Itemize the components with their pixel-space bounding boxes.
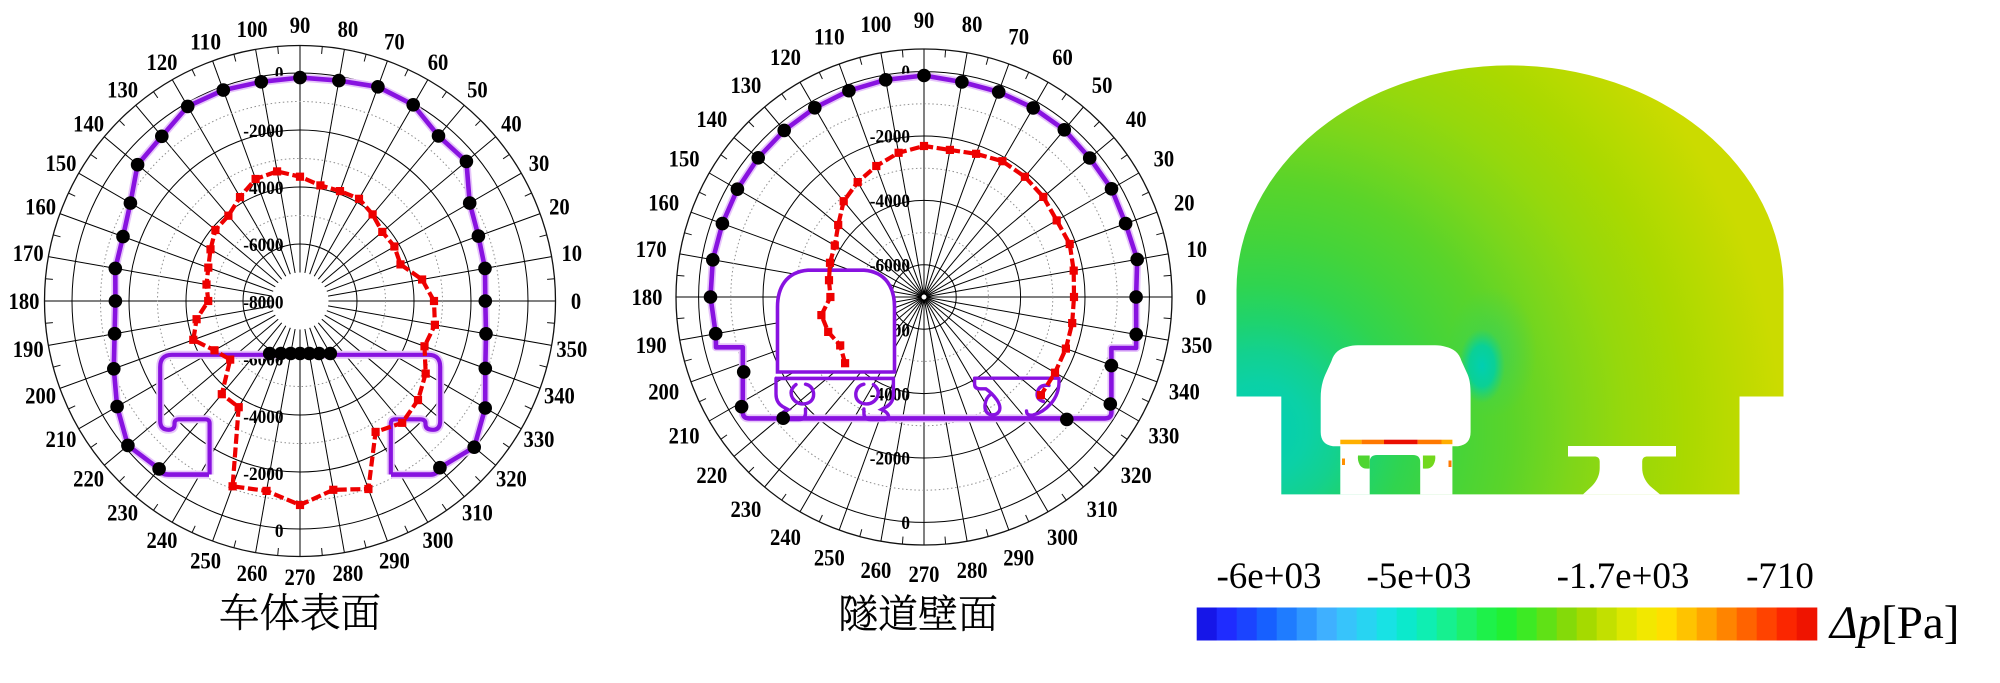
svg-text:260: 260	[860, 558, 891, 584]
svg-text:90: 90	[914, 8, 935, 34]
svg-text:240: 240	[770, 525, 801, 551]
svg-text:-2000: -2000	[243, 465, 283, 485]
svg-text:-5e+03: -5e+03	[1366, 556, 1471, 597]
svg-text:160: 160	[648, 190, 679, 216]
svg-text:340: 340	[544, 383, 575, 409]
svg-text:270: 270	[285, 565, 316, 591]
svg-text:50: 50	[1092, 73, 1113, 99]
svg-text:Δp[Pa]: Δp[Pa]	[1828, 597, 1959, 649]
svg-text:0: 0	[275, 64, 284, 84]
svg-text:200: 200	[25, 383, 56, 409]
svg-text:0: 0	[901, 514, 910, 534]
svg-text:80: 80	[962, 12, 983, 38]
svg-text:90: 90	[290, 13, 311, 39]
svg-text:-4000: -4000	[870, 192, 910, 212]
svg-text:50: 50	[467, 78, 488, 104]
svg-text:-4000: -4000	[243, 179, 283, 199]
svg-text:260: 260	[237, 561, 268, 587]
svg-text:130: 130	[730, 73, 761, 99]
svg-text:-4000: -4000	[243, 408, 283, 428]
svg-text:250: 250	[190, 548, 221, 574]
svg-text:100: 100	[860, 12, 891, 38]
svg-text:110: 110	[814, 25, 845, 51]
svg-text:60: 60	[428, 50, 449, 76]
svg-text:280: 280	[957, 558, 988, 584]
svg-text:-2000: -2000	[870, 127, 910, 147]
svg-text:170: 170	[636, 237, 667, 263]
svg-text:210: 210	[46, 427, 77, 453]
svg-text:-4000: -4000	[870, 385, 910, 405]
svg-text:200: 200	[648, 380, 679, 406]
svg-text:80: 80	[338, 17, 359, 43]
svg-text:-6000: -6000	[870, 257, 910, 277]
svg-text:280: 280	[332, 561, 363, 587]
svg-text:230: 230	[107, 500, 138, 526]
svg-text:120: 120	[147, 50, 178, 76]
svg-text:-2000: -2000	[870, 449, 910, 469]
svg-text:150: 150	[46, 151, 77, 177]
svg-text:-710: -710	[1746, 556, 1814, 597]
svg-text:30: 30	[529, 151, 550, 177]
svg-text:310: 310	[462, 500, 493, 526]
svg-text:-2000: -2000	[243, 122, 283, 142]
svg-text:-6000: -6000	[243, 236, 283, 256]
svg-text:150: 150	[669, 147, 700, 173]
svg-text:270: 270	[909, 562, 940, 588]
svg-text:180: 180	[9, 289, 40, 315]
svg-text:340: 340	[1169, 380, 1200, 406]
svg-text:350: 350	[1181, 333, 1212, 359]
svg-text:100: 100	[237, 17, 268, 43]
svg-text:210: 210	[669, 424, 700, 450]
svg-text:220: 220	[696, 463, 727, 489]
svg-text:330: 330	[524, 427, 555, 453]
svg-text:290: 290	[379, 548, 410, 574]
svg-text:0: 0	[1196, 285, 1206, 311]
svg-text:-6e+03: -6e+03	[1216, 556, 1321, 597]
svg-text:290: 290	[1003, 545, 1034, 571]
svg-text:20: 20	[549, 195, 570, 221]
svg-text:330: 330	[1148, 424, 1179, 450]
svg-text:10: 10	[562, 241, 583, 267]
svg-text:160: 160	[25, 195, 56, 221]
svg-text:350: 350	[556, 337, 587, 363]
svg-text:0: 0	[901, 63, 910, 83]
svg-text:320: 320	[1121, 463, 1152, 489]
svg-text:130: 130	[107, 78, 138, 104]
svg-text:40: 40	[1126, 107, 1147, 133]
svg-text:0: 0	[275, 522, 284, 542]
svg-text:20: 20	[1174, 190, 1195, 216]
svg-text:230: 230	[730, 497, 761, 523]
svg-text:220: 220	[73, 466, 104, 492]
svg-text:70: 70	[384, 30, 405, 56]
svg-text:240: 240	[147, 528, 178, 554]
svg-text:40: 40	[501, 112, 522, 138]
svg-text:180: 180	[632, 285, 663, 311]
svg-text:170: 170	[13, 241, 44, 267]
svg-text:190: 190	[13, 337, 44, 363]
svg-text:140: 140	[73, 112, 104, 138]
svg-text:70: 70	[1008, 25, 1029, 51]
svg-text:-8000: -8000	[243, 293, 283, 313]
svg-text:190: 190	[636, 333, 667, 359]
svg-text:0: 0	[571, 289, 581, 315]
svg-text:30: 30	[1154, 147, 1175, 173]
svg-text:320: 320	[496, 466, 527, 492]
svg-text:60: 60	[1052, 45, 1073, 71]
svg-text:140: 140	[696, 107, 727, 133]
svg-text:-1.7e+03: -1.7e+03	[1557, 556, 1690, 597]
svg-text:120: 120	[770, 45, 801, 71]
svg-text:10: 10	[1187, 237, 1208, 263]
svg-text:300: 300	[1047, 525, 1078, 551]
svg-text:310: 310	[1087, 497, 1118, 523]
svg-text:300: 300	[423, 528, 454, 554]
svg-text:250: 250	[814, 545, 845, 571]
svg-text:110: 110	[190, 30, 221, 56]
